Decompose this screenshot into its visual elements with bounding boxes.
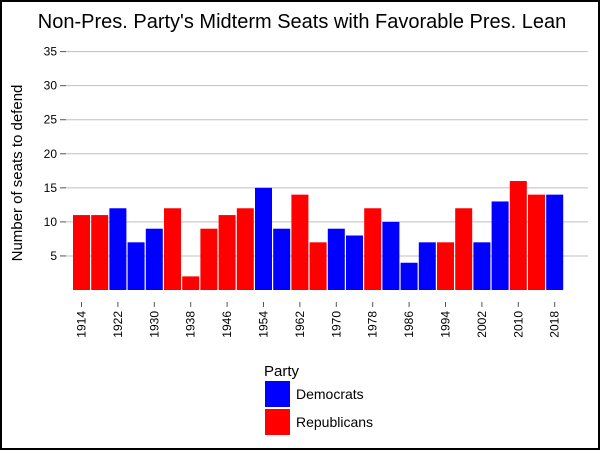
x-tick-label: 1938: [184, 311, 198, 338]
x-tick-label: 1914: [75, 311, 89, 338]
y-tick-labels: 5 10 15 20 25 30 35: [44, 45, 58, 263]
bar-1962: [291, 194, 309, 290]
x-tick-label: 1930: [147, 311, 161, 338]
bar-1914: [73, 215, 90, 290]
bar-1974: [346, 235, 363, 290]
bar-1954: [255, 187, 272, 290]
bar-2002: [473, 242, 491, 290]
bar-1994: [437, 242, 454, 290]
x-tick-label: 1946: [220, 311, 234, 338]
bar-2018: [546, 194, 564, 290]
y-axis-label: Number of seats to defend: [9, 85, 26, 262]
x-tick-label: 1994: [439, 311, 453, 338]
x-tick-label: 1978: [366, 311, 380, 338]
y-tick-label: 5: [50, 249, 57, 263]
bar-1942: [200, 228, 218, 290]
bar-1970: [327, 228, 345, 290]
grid-lines: [60, 51, 588, 257]
x-tick-labels: 1914 1922 1930 1938 1946 1954 1962 1970 1978 1986…: [75, 302, 562, 338]
bar-1966: [309, 242, 327, 290]
bar-2006: [491, 201, 509, 290]
x-tick-label: 1962: [293, 311, 307, 338]
x-tick-label: 1970: [329, 311, 343, 338]
bar-1946: [218, 215, 236, 290]
legend-swatch-republicans: [265, 409, 290, 435]
x-tick-label: 2010: [511, 311, 525, 338]
chart-title: Non-Pres. Party's Midterm Seats with Fav…: [38, 11, 566, 33]
bar-1982: [382, 221, 400, 290]
x-tick-label: 1954: [257, 311, 271, 338]
legend-swatch-democrats: [265, 381, 290, 407]
y-tick-label: 25: [44, 113, 58, 127]
bar-2010: [509, 181, 527, 290]
bar-1934: [164, 208, 181, 290]
bar-1986: [400, 262, 418, 290]
bar-1950: [236, 208, 254, 290]
legend-label-republicans: Republicans: [296, 414, 373, 430]
bar-1978: [364, 208, 382, 290]
bar-1926: [127, 242, 145, 290]
legend-title: Party: [264, 363, 300, 380]
x-tick-label: 1922: [111, 311, 125, 338]
bar-1918: [91, 215, 109, 290]
bar-1930: [145, 228, 163, 290]
x-tick-label: 1986: [402, 311, 416, 338]
legend-label-democrats: Democrats: [296, 386, 364, 402]
bars: [73, 181, 564, 290]
x-tick-label: 2018: [548, 311, 562, 338]
x-tick-label: 2002: [475, 311, 489, 338]
y-tick-label: 20: [44, 147, 58, 161]
legend: Party Democrats Republicans: [264, 363, 373, 435]
bar-1938: [182, 276, 200, 290]
bar-1958: [273, 228, 291, 290]
bar-2014: [528, 194, 545, 290]
bar-1922: [109, 208, 127, 290]
chart-svg: Non-Pres. Party's Midterm Seats with Fav…: [9, 11, 588, 435]
y-tick-label: 10: [44, 215, 58, 229]
y-tick-label: 15: [44, 181, 58, 195]
y-tick-label: 30: [44, 79, 58, 93]
y-tick-label: 35: [44, 45, 58, 59]
bar-1998: [455, 208, 473, 290]
bar-1990: [418, 242, 436, 290]
